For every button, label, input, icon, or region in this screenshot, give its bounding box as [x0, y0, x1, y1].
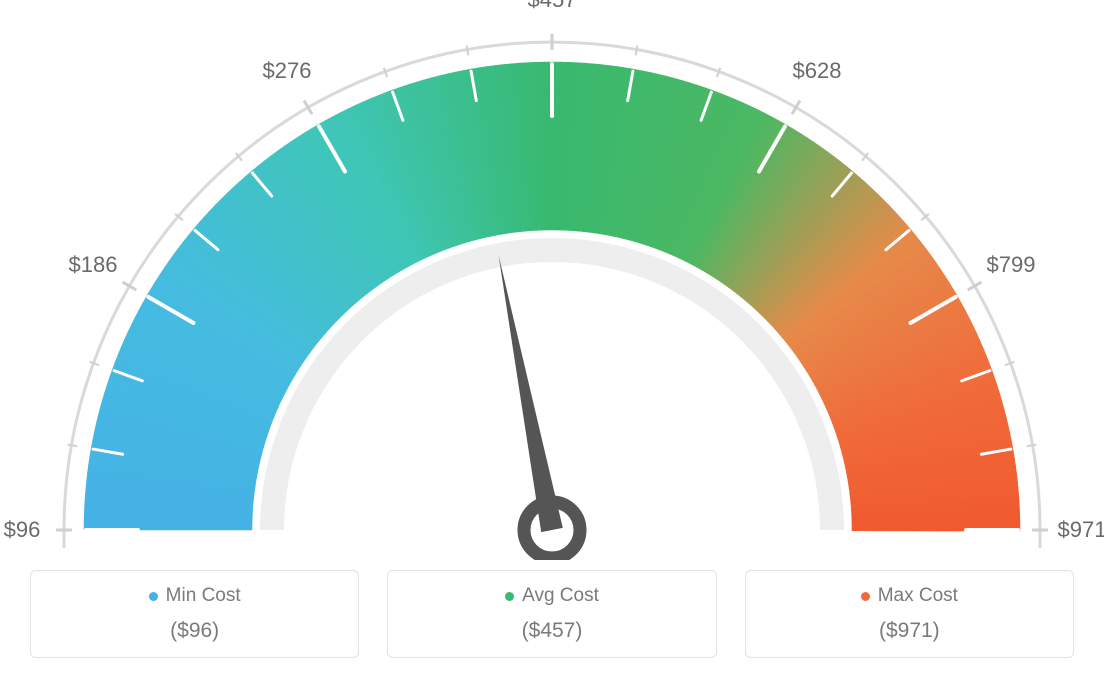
legend-card-avg: Avg Cost ($457) [387, 570, 716, 658]
legend-card-max: Max Cost ($971) [745, 570, 1074, 658]
legend-title-label: Min Cost [166, 585, 241, 607]
gauge-tick-label: $457 [528, 0, 577, 13]
legend-title-label: Max Cost [878, 585, 958, 607]
gauge-tick-label: $628 [793, 58, 842, 84]
gauge-svg [0, 0, 1104, 560]
dot-icon [149, 592, 158, 601]
legend-value-min: ($96) [41, 619, 348, 643]
gauge-tick-label: $276 [263, 58, 312, 84]
gauge-tick-label: $971 [1058, 517, 1104, 543]
gauge-tick-label: $186 [69, 252, 118, 278]
gauge-tick-label: $799 [987, 252, 1036, 278]
legend-value-avg: ($457) [398, 619, 705, 643]
gauge-chart: $96 $186 $276 $457 $628 $799 $971 [0, 0, 1104, 560]
legend-title-min: Min Cost [149, 585, 241, 607]
legend-card-min: Min Cost ($96) [30, 570, 359, 658]
legend-row: Min Cost ($96) Avg Cost ($457) Max Cost … [0, 570, 1104, 658]
dot-icon [505, 592, 514, 601]
gauge-tick-label: $96 [4, 517, 41, 543]
legend-value-max: ($971) [756, 619, 1063, 643]
dot-icon [861, 592, 870, 601]
legend-title-avg: Avg Cost [505, 585, 599, 607]
legend-title-label: Avg Cost [522, 585, 599, 607]
legend-title-max: Max Cost [861, 585, 958, 607]
